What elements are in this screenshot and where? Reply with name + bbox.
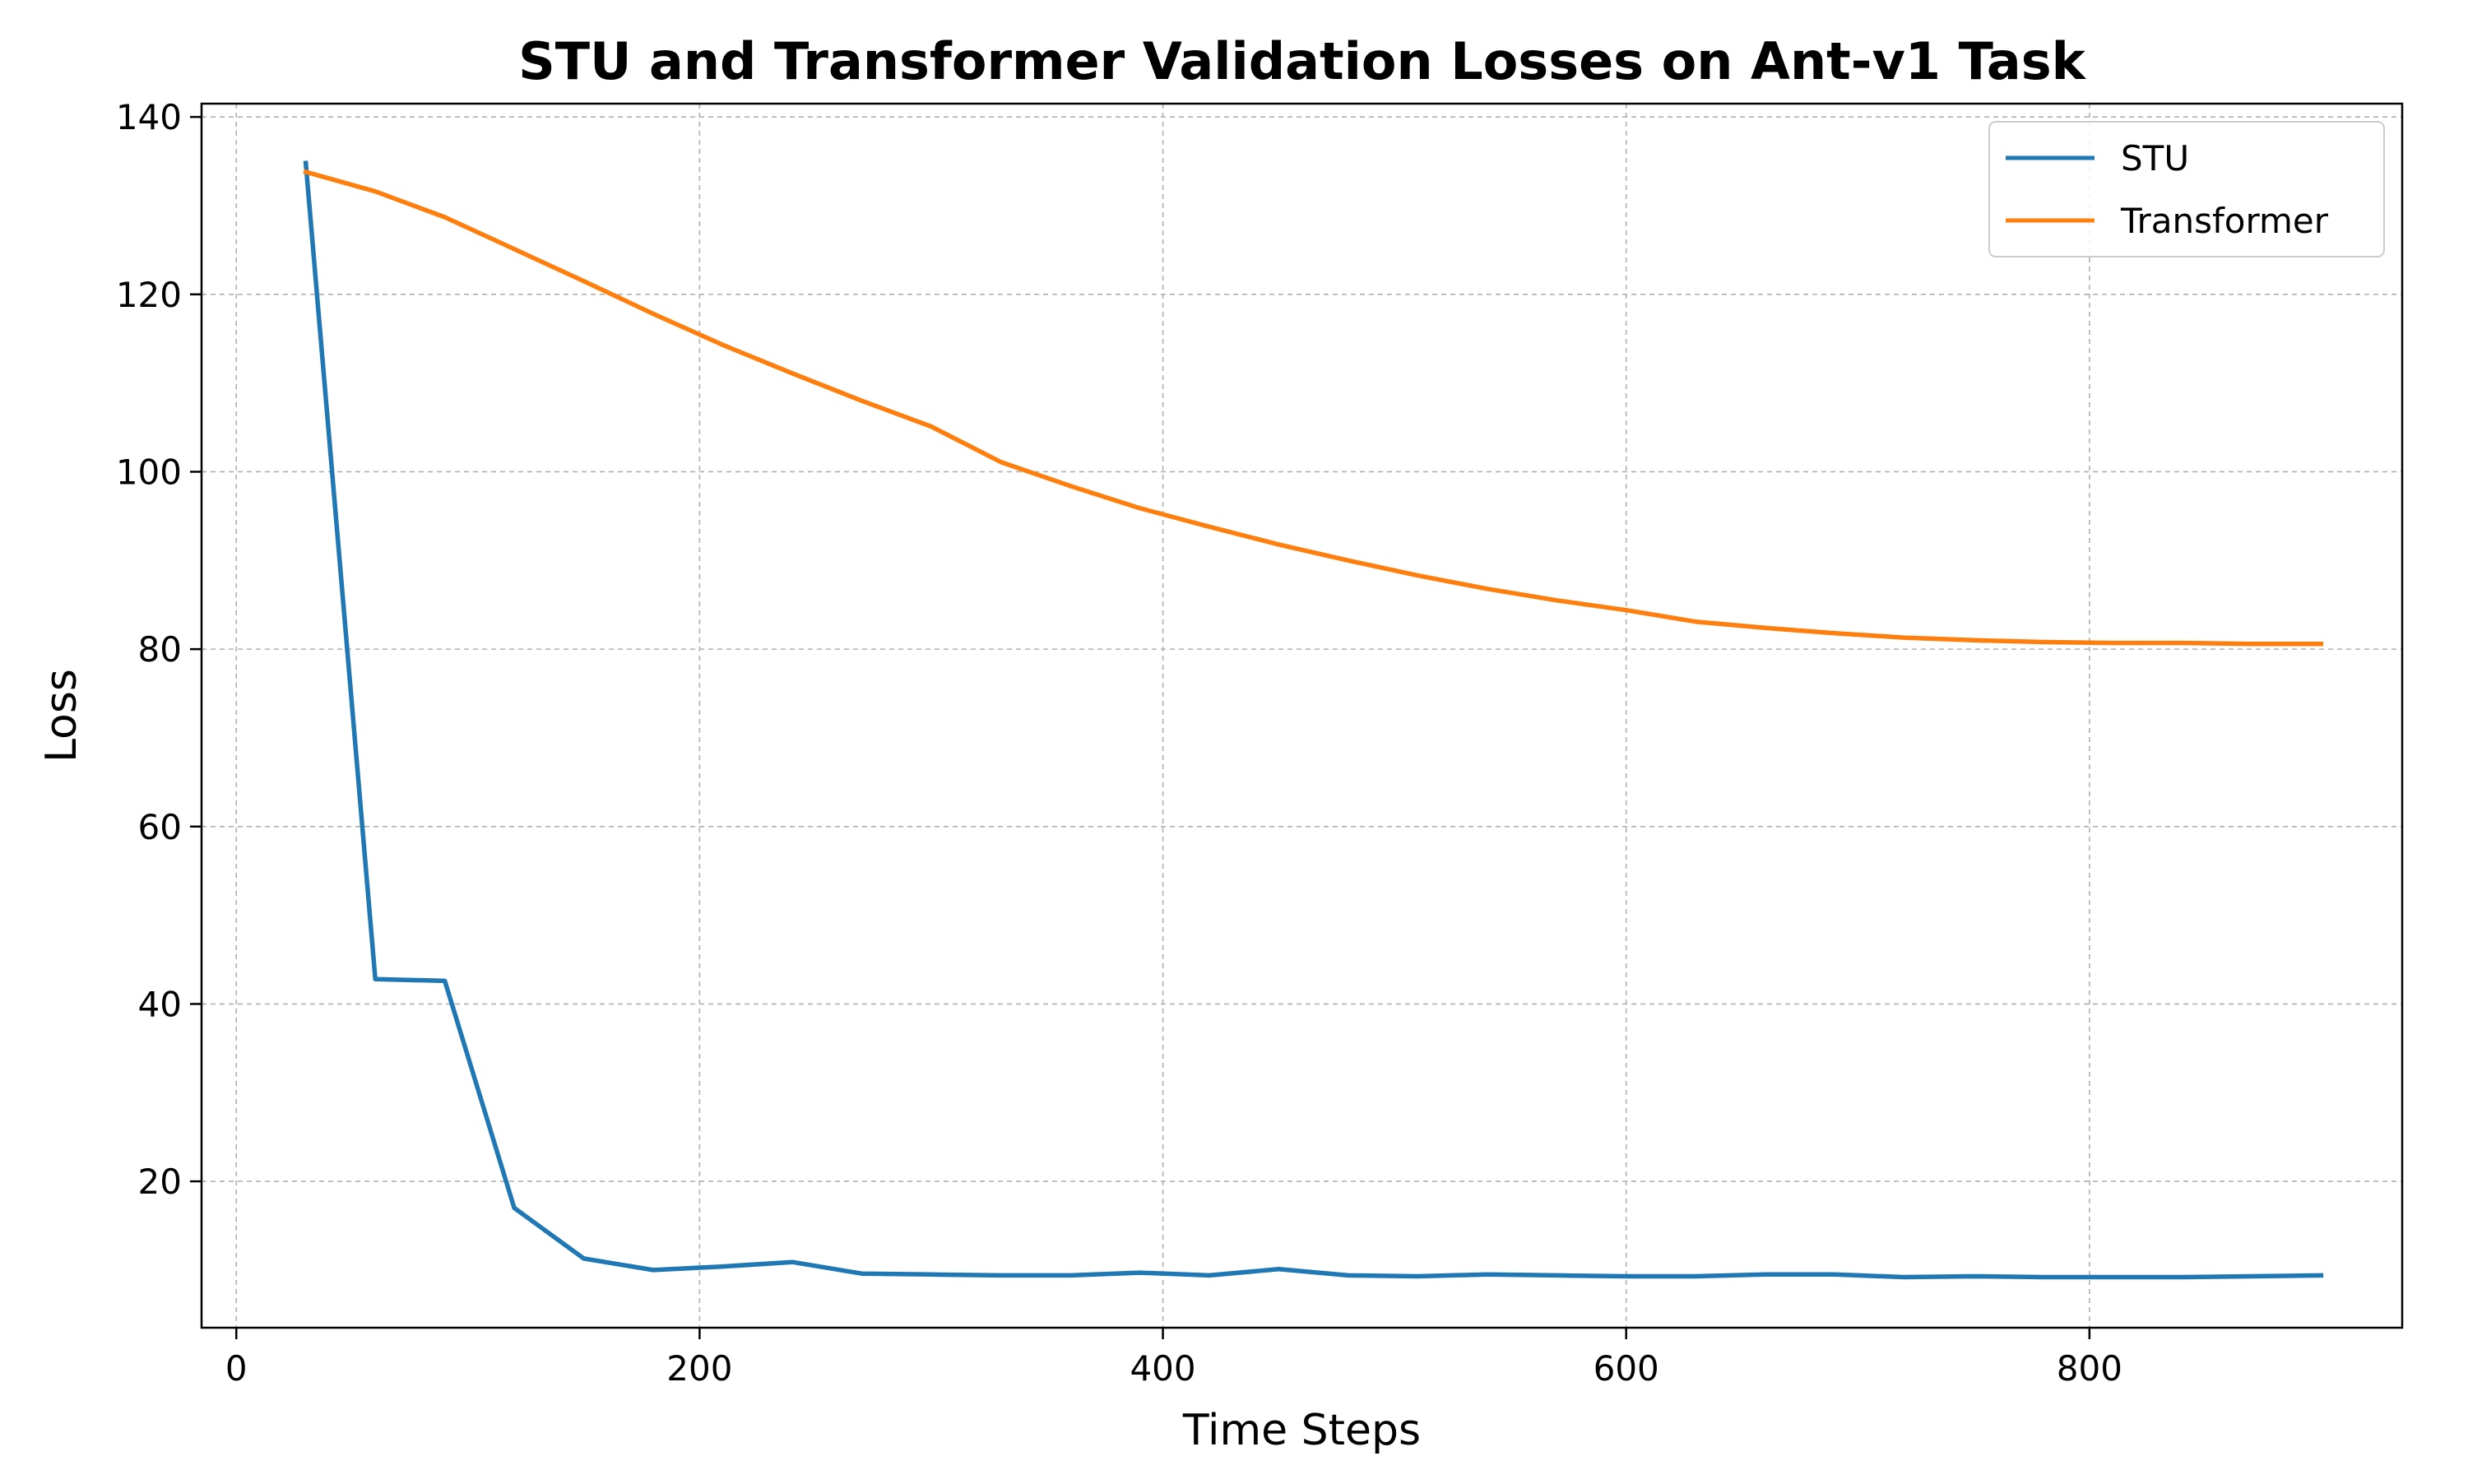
series-line-stu [303,160,2324,1280]
chart-title: STU and Transformer Validation Losses on… [518,31,2087,91]
y-tick-label: 120 [116,275,182,315]
y-tick-label: 60 [138,807,182,847]
legend: STU Transformer [1988,121,2385,257]
y-tick-label: 20 [138,1162,182,1202]
series-line-transformer [303,169,2324,647]
legend-label-stu: STU [2121,138,2189,179]
x-axis-label: Time Steps [1182,1406,1421,1455]
series-lines [303,160,2324,1280]
legend-label-transformer: Transformer [2120,201,2329,241]
grid [202,104,2402,1328]
plot-area-frame [200,102,2404,1329]
legend-box [1988,121,2385,257]
y-tick-label: 100 [116,452,182,492]
y-tick-label: 80 [138,629,182,670]
x-tick-label: 600 [1594,1348,1659,1389]
y-axis-label: Loss [37,669,86,763]
y-tick-label: 140 [116,97,182,137]
x-axis-ticks: 0 200 400 600 800 [225,1328,2122,1389]
y-tick-label: 40 [138,984,182,1024]
x-tick-label: 0 [225,1348,248,1389]
x-tick-label: 800 [2057,1348,2122,1389]
x-tick-label: 400 [1130,1348,1195,1389]
x-tick-label: 200 [666,1348,732,1389]
y-axis-ticks: 20 40 60 80 100 120 140 [116,97,202,1202]
